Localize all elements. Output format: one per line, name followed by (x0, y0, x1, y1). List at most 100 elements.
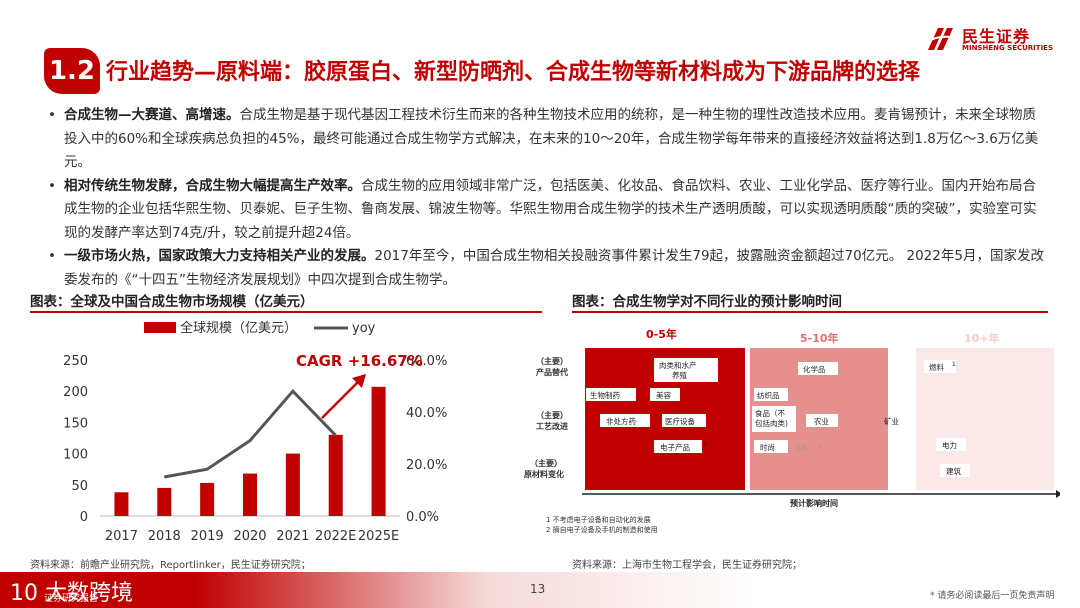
label-meat: 肉类和水产养殖 (659, 360, 697, 380)
x-axis-ticks: 2017 2018 2019 2020 2021 2022E 2025E (105, 529, 399, 544)
bar (328, 434, 343, 516)
bar-series (114, 386, 386, 516)
col3-labels: 燃料 1 电力 建筑 (924, 360, 970, 477)
left-figure-rule (30, 311, 542, 313)
right-figure-source: 资料来源：上海市生物工程学会，民生证券研究院； (572, 560, 802, 571)
impact-timeline-diagram: 0-5年 5-10年 10+年 （主要）产品替代 （主要）工艺改进 （主要）原材… (524, 327, 1060, 534)
page-number: 13 (530, 582, 546, 596)
cagr-arrow (321, 377, 363, 419)
col2-labels: 化学品 纺织品 食品（不包括肉类) 农业 矿业 时尚 手机 2 (752, 362, 899, 453)
row-label: （主要）原材料变化 (524, 458, 564, 479)
label-construction: 建筑 (946, 466, 961, 476)
bullet-item: 一级市场火热，国家政策大力支持相关产业的发展。2017年至今，中国合成生物相关投… (46, 245, 1044, 292)
section-badge: 1.2 (44, 48, 100, 94)
bullet-lead: 合成生物—大赛道、高增速。 (64, 107, 240, 123)
label-medical-devices: 医疗设备 (665, 416, 695, 426)
footnote-2: 2 摘自电子设备及手机的制造和使用 (546, 525, 658, 534)
label-box (806, 414, 838, 427)
chart-legend: 全球规模（亿美元） yoy (144, 320, 376, 336)
cagr-arrow-head (352, 374, 366, 388)
bullet-text: 合成生物的应用领域非常广泛，包括医美、化妆品、食品饮料、农业、工业化学品、医疗等… (64, 177, 1037, 241)
legend-label-line: yoy (352, 321, 376, 336)
left-figure-source: 资料来源：前瞻产业研究院，Reportlinker，民生证券研究院； (30, 560, 311, 571)
brand-logo-icon (925, 28, 957, 50)
bullet-list: 合成生物—大赛道、高增速。合成生物是基于现代基因工程技术衍生而来的各种生物技术应… (46, 104, 1044, 292)
row-label: （主要）产品替代 (536, 356, 568, 377)
footnote-mark: 2 (818, 443, 822, 450)
label-box (586, 388, 636, 401)
label-box (936, 438, 966, 451)
label-box (754, 440, 788, 453)
label-box (940, 464, 970, 477)
row-label: （主要）工艺改进 (536, 410, 568, 431)
footnote-mark: 1 (703, 441, 707, 448)
x-tick-label: 2019 (191, 529, 224, 544)
y-tick-label: 0 (80, 510, 88, 525)
label-box (654, 358, 718, 382)
column-header-5-10: 5-10年 (800, 331, 839, 345)
right-figure-rule (572, 311, 1048, 313)
footer-disclaimer: * 请务必阅读最后一页免责声明 (930, 591, 1055, 601)
brand-name-en: MINSHENG SECURITIES (962, 44, 1053, 52)
y2-tick-label: 40.0% (406, 406, 447, 421)
bar (157, 487, 172, 516)
col1-labels: 肉类和水产养殖 生物制药 美容 非处方药 医疗设备 电子产品 1 (586, 358, 718, 453)
y-tick-label: 100 (63, 448, 88, 463)
x-tick-label: 2025E (358, 529, 399, 544)
footer-watermark-sub: 证券研究报告 (44, 594, 99, 604)
x-tick-label: 2021 (276, 529, 309, 544)
x-tick-label: 2022E (315, 529, 356, 544)
label-box (662, 414, 706, 427)
label-mining: 矿业 (884, 416, 899, 426)
bar (285, 453, 300, 516)
footer-bar (0, 572, 1080, 608)
label-otc: 非处方药 (606, 416, 636, 426)
x-tick-label: 2018 (148, 529, 181, 544)
x-tick-label: 2017 (105, 529, 138, 544)
label-box (654, 440, 702, 453)
x-tick-label: 2020 (233, 529, 266, 544)
y-tick-label: 50 (71, 479, 88, 494)
label-biopharma: 生物制药 (590, 390, 620, 400)
label-textiles: 纺织品 (757, 390, 780, 400)
label-agriculture: 农业 (814, 416, 829, 426)
bullet-lead: 相对传统生物发酵，合成生物大幅提高生产效率。 (64, 177, 361, 194)
label-box (752, 406, 796, 432)
y-tick-label: 200 (63, 385, 88, 400)
legend-swatch-bar (144, 322, 176, 333)
label-chemicals: 化学品 (803, 364, 826, 374)
bullet-lead: 一级市场火热，国家政策大力支持相关产业的发展。 (64, 248, 375, 264)
label-box (754, 388, 788, 401)
y2-tick-label: 0.0% (406, 510, 439, 525)
bar (371, 386, 386, 516)
bullet-item: 相对传统生物发酵，合成生物大幅提高生产效率。合成生物的应用领域非常广泛，包括医美… (46, 175, 1044, 246)
y-axis-right: 0.0% 20.0% 40.0% 60.0% (406, 354, 447, 525)
market-size-chart: 全球规模（亿美元） yoy 0 50 100 150 200 250 0.0% 20.0% 4… (63, 320, 447, 544)
y2-tick-label: 20.0% (406, 458, 447, 473)
brand-name-cn: 民生证券 (962, 27, 1031, 46)
page-title: 行业趋势—原料端：胶原蛋白、新型防晒剂、合成生物等新材料成为下游品牌的选择 (106, 60, 921, 85)
label-food: 食品（不包括肉类) (755, 408, 788, 428)
footer-watermark: 10 大数跨境 (10, 581, 133, 606)
cagr-label: CAGR +16.67% (296, 352, 423, 370)
label-electronics: 电子产品 (660, 442, 690, 452)
bullet-text: 合成生物是基于现代基因工程技术衍生而来的各种生物技术应用的统称，是一种生物的理性… (64, 107, 1039, 170)
yoy-series-line (164, 388, 337, 479)
y-tick-label: 150 (63, 416, 88, 431)
time-axis-arrow (1056, 490, 1060, 498)
column-header-0-5: 0-5年 (646, 327, 677, 341)
column-header-10-plus: 10+年 (964, 331, 1000, 345)
y-tick-label: 250 (63, 354, 88, 369)
row-labels: （主要）产品替代 （主要）工艺改进 （主要）原材料变化 (524, 356, 568, 479)
footnote-mark: 1 (952, 361, 956, 368)
y2-tick-label: 60.0% (406, 354, 447, 369)
label-power: 电力 (942, 440, 957, 450)
cagr-annotation: CAGR +16.67% (296, 352, 423, 419)
bullet-item: 合成生物—大赛道、高增速。合成生物是基于现代基因工程技术衍生而来的各种生物技术应… (46, 104, 1044, 175)
time-axis-label: 预计影响时间 (790, 498, 838, 508)
bullet-text: 2017年至今，中国合成生物相关投融资事件累计发生79起，披露融资金额超过70亿… (64, 248, 1044, 288)
left-figure-title: 图表：全球及中国合成生物市场规模（亿美元） (30, 294, 314, 310)
bar (243, 473, 257, 516)
bar (114, 492, 129, 516)
brand-logo: 民生证券 MINSHENG SECURITIES (924, 22, 1054, 58)
